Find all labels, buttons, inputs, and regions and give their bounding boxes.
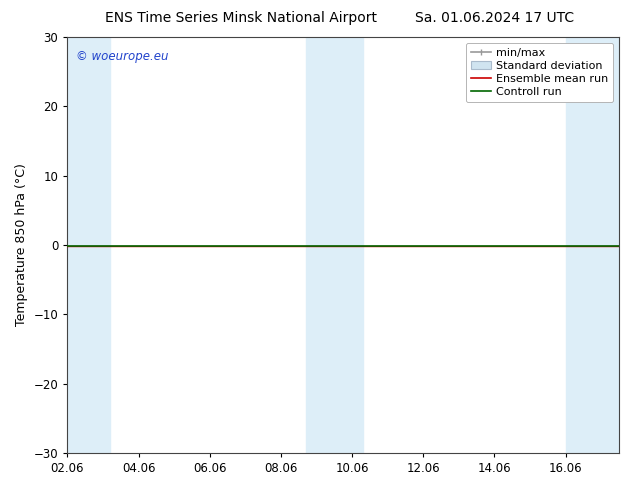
- Text: Sa. 01.06.2024 17 UTC: Sa. 01.06.2024 17 UTC: [415, 11, 574, 25]
- Text: © woeurope.eu: © woeurope.eu: [75, 49, 168, 63]
- Legend: min/max, Standard deviation, Ensemble mean run, Controll run: min/max, Standard deviation, Ensemble me…: [465, 43, 614, 102]
- Bar: [306, 37, 363, 453]
- Bar: [566, 37, 619, 453]
- Text: ENS Time Series Minsk National Airport: ENS Time Series Minsk National Airport: [105, 11, 377, 25]
- Y-axis label: Temperature 850 hPa (°C): Temperature 850 hPa (°C): [15, 164, 28, 326]
- Bar: [67, 37, 110, 453]
